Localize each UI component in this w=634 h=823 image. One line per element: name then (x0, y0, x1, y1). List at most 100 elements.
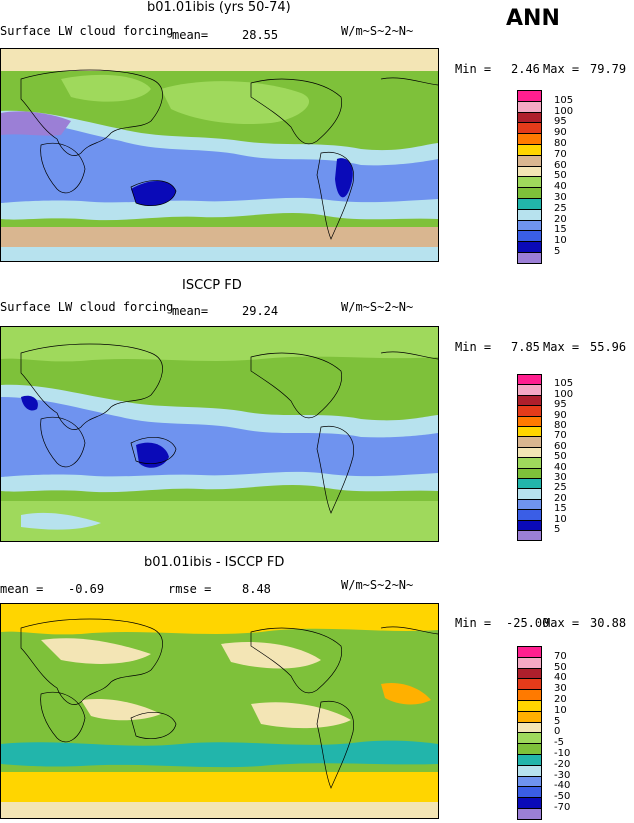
panel1-colorbar-label: 5 (554, 246, 561, 257)
panel2-colorbar-label: 15 (554, 503, 567, 515)
panel3-mean-value: -0.69 (68, 582, 105, 596)
panel1-colorbar-label: 60 (554, 159, 567, 171)
panel2-colorbar-label: 20 (554, 492, 567, 504)
panel1-units: W/m~S~2~N~ (341, 24, 414, 38)
panel2-southern-field (1, 501, 438, 541)
panel1-mean-value: 28.55 (242, 28, 279, 42)
panel1-mean-label: mean= (172, 28, 209, 42)
panel2-colorbar-label: 40 (554, 461, 567, 473)
panel2-colorbar-label: 30 (554, 472, 567, 483)
panel3-max-label: Max = (543, 616, 580, 630)
panel1-colorbar-label: 10 (554, 235, 567, 247)
panel2-colorbar-label: 50 (554, 451, 567, 463)
panel2-colorbar-label: 25 (554, 482, 567, 494)
panel1-colorbar-label: 50 (554, 170, 567, 182)
panel1-variable: Surface LW cloud forcing (0, 24, 174, 38)
panel2-max-value: 55.96 (590, 340, 627, 354)
panel1-colorbar-label: 95 (554, 116, 567, 128)
panel3-colorbar-label: 40 (554, 672, 567, 684)
panel3-indian-neutral (81, 698, 161, 721)
panel3-rmse-value: 8.48 (242, 582, 271, 596)
panel3-south-pacific-neutral (251, 702, 351, 729)
panel3-mean-label: mean = (0, 582, 44, 596)
panel2-min-label: Min = (455, 340, 492, 354)
panel3-eurasia-neutral (41, 638, 151, 664)
panel3-colorbar-label: -70 (554, 802, 571, 813)
panel2-title: ISCCP FD (182, 278, 242, 293)
panel1-colorbar-label: 90 (554, 127, 567, 139)
panel1-colorbar-label: 15 (554, 224, 567, 236)
panel2-mean-label: mean= (172, 304, 209, 318)
panel3-max-value: 30.88 (590, 616, 627, 630)
panel1-antarctic-band (1, 247, 438, 261)
panel2-arctic-field (1, 327, 438, 362)
panel1-colorbar-label: 40 (554, 181, 567, 193)
panel3-coastlines (20, 618, 438, 789)
panel1-max-label: Max = (543, 62, 580, 76)
panel3-pacific-neutral (221, 641, 321, 669)
panel1-australia-low (131, 180, 176, 206)
panel1-coastlines (20, 69, 438, 240)
panel1-title: b01.01ibis (yrs 50-74) (147, 0, 291, 15)
panel1-colorbar: 105 100 95 90 80 70 60 50 40 30 25 20 15 10 5 (517, 90, 573, 264)
panel1-north-pacific-low (1, 111, 71, 136)
panel3-colorbar-label: 50 (554, 661, 567, 673)
panel3-colorbar-label: -40 (554, 780, 571, 792)
panel2-antarctic-patch (21, 512, 101, 530)
season-label: ANN (506, 6, 560, 31)
panel2-units: W/m~S~2~N~ (341, 300, 414, 314)
panel3-colorbar-label: 30 (554, 683, 567, 695)
panel2-mean-value: 29.24 (242, 304, 279, 318)
panel1-arctic-band (1, 49, 438, 71)
panel2-colorbar-label: 5 (554, 524, 561, 535)
panel1-colorbar-label: 30 (554, 192, 567, 203)
panel3-min-label: Min = (455, 616, 492, 630)
panel3-colorbar-label: 5 (554, 715, 561, 727)
panel3-map (0, 603, 439, 819)
panel1-colorbar-label: 20 (554, 213, 567, 225)
panel1-southern-band (1, 227, 438, 247)
panel2-tropical-mid-band (1, 397, 438, 477)
panel1-max-value: 79.79 (590, 62, 627, 76)
panel3-min-value: -25.00 (506, 616, 550, 630)
panel2-colorbar: 105 100 95 90 80 70 60 50 40 30 25 20 15 10 5 (517, 374, 573, 542)
panel1-eurasia-field (61, 74, 151, 102)
panel1-north-pacific-high (161, 81, 310, 125)
panel3-southern-positive (1, 772, 438, 802)
panel3-colorbar-label: -10 (554, 748, 571, 759)
panel3-colorbar-label: 10 (554, 704, 567, 716)
panel3-colorbar-label: 20 (554, 694, 567, 705)
panel2-north-pacific-low (21, 395, 38, 411)
panel2-australia-low (136, 442, 169, 468)
panel3-colorbar: 70 50 40 30 20 10 5 0 -5 -10 -20 -30 -40 -50 -70 (517, 646, 570, 820)
panel1-colorbar-label: 105 (554, 94, 574, 106)
panel2-variable: Surface LW cloud forcing (0, 300, 174, 314)
panel3-arctic-positive (1, 604, 438, 635)
panel3-colorbar-label: -5 (554, 737, 564, 749)
panel1-amazon-low (335, 158, 353, 198)
panel3-colorbar-label: -50 (554, 791, 571, 803)
panel2-colorbar-label: 105 (554, 378, 574, 390)
panel2-colorbar-label: 60 (554, 440, 567, 452)
panel2-coastlines (20, 343, 438, 514)
panel1-tropical-mid-band (1, 119, 438, 203)
panel2-colorbar-label: 70 (554, 430, 567, 442)
panel1-colorbar-label: 100 (554, 105, 574, 117)
panel3-colorbar-label: 0 (554, 726, 561, 738)
panel3-colorbar-label: 70 (554, 650, 567, 662)
panel1-min-label: Min = (455, 62, 492, 76)
panel1-map (0, 48, 439, 262)
panel3-southern-negative (1, 740, 438, 768)
panel3-colorbar-label: -30 (554, 769, 571, 781)
panel3-antarctic-neutral (1, 802, 438, 818)
panel2-colorbar-swatch (517, 530, 542, 542)
panel2-colorbar-label: 10 (554, 513, 567, 525)
panel3-title: b01.01ibis - ISCCP FD (144, 555, 285, 570)
panel2-map (0, 326, 439, 542)
panel3-units: W/m~S~2~N~ (341, 578, 414, 592)
panel3-colorbar-swatch (517, 808, 542, 820)
panel3-rmse-label: rmse = (168, 582, 212, 596)
panel1-colorbar-label: 25 (554, 202, 567, 214)
panel2-colorbar-label: 95 (554, 399, 567, 411)
panel1-colorbar-swatch (517, 252, 542, 264)
